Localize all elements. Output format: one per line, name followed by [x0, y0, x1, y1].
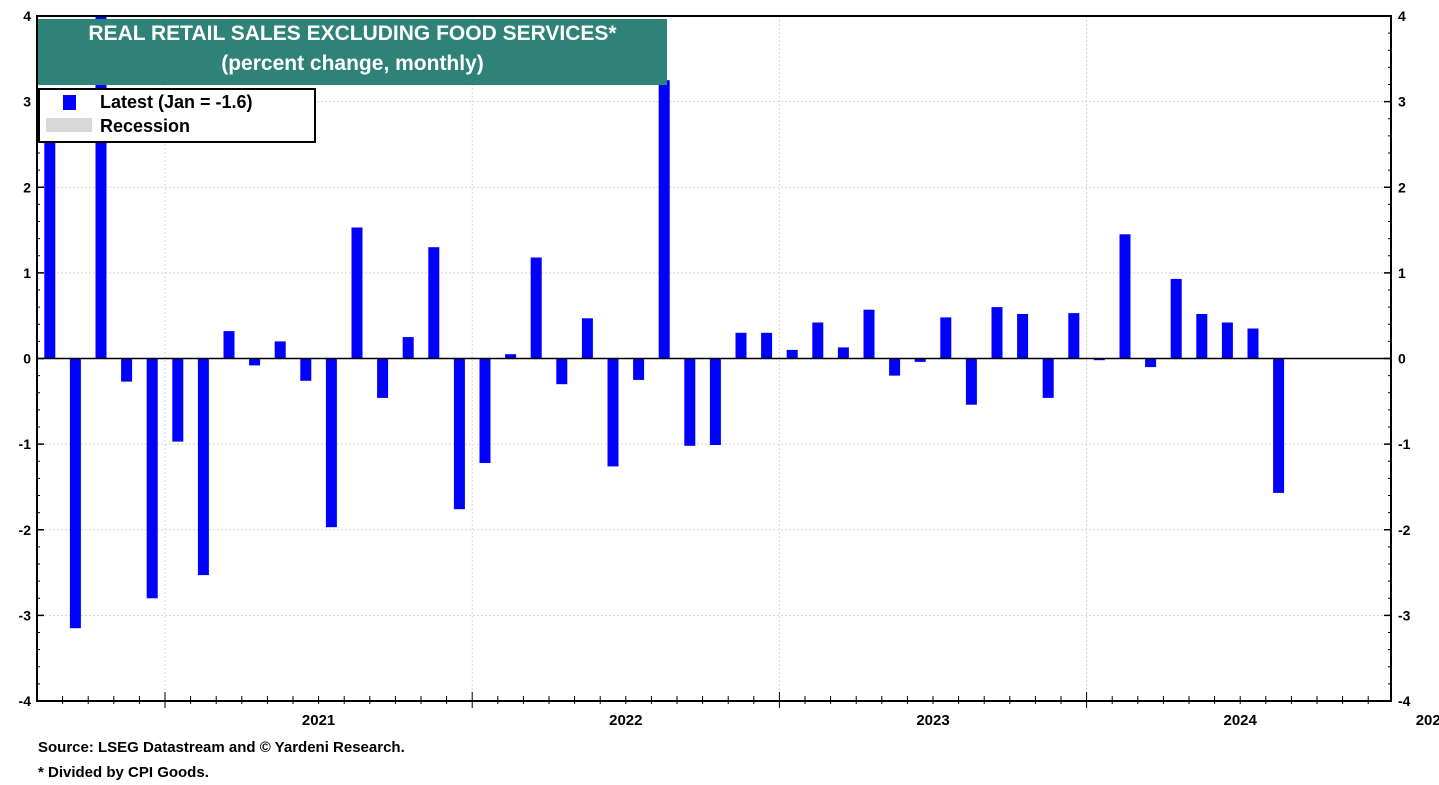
bar: [1093, 358, 1105, 361]
bar: [914, 358, 926, 362]
bar: [300, 358, 312, 381]
bar: [684, 358, 696, 446]
bar: [1145, 358, 1157, 368]
bar: [607, 358, 619, 467]
bar: [1042, 358, 1054, 398]
y-tick-label-right: 3: [1398, 94, 1406, 110]
x-tick-label: 2022: [609, 712, 642, 729]
legend-series-label: Latest (Jan = -1.6): [100, 92, 253, 112]
y-tick-label-right: -2: [1398, 522, 1411, 538]
x-tick-label: 2024: [1224, 712, 1258, 729]
bar: [249, 358, 261, 366]
legend-recession-label: Recession: [100, 116, 191, 136]
bar: [1170, 278, 1182, 359]
bar: [223, 331, 235, 359]
axes: 2021 2022 2023 2024 2025 -4 -4 -3 -3 -2 -2 -1 -1 0 0 1 1…: [19, 8, 1439, 729]
bar: [761, 332, 773, 359]
y-tick-label-left: 1: [23, 265, 31, 281]
bar: [1119, 234, 1131, 359]
legend-series-swatch: [63, 95, 76, 110]
bar: [1221, 322, 1233, 359]
chart-subtitle: (percent change, monthly): [221, 52, 484, 75]
bar: [146, 358, 158, 599]
bar: [863, 309, 875, 359]
source-note: Source: LSEG Datastream and © Yardeni Re…: [38, 739, 405, 756]
bar: [1273, 358, 1285, 493]
bar: [965, 358, 977, 405]
y-tick-label-right: -4: [1398, 693, 1411, 709]
bar: [402, 337, 414, 359]
bar: [658, 80, 670, 359]
chart-title-box: REAL RETAIL SALES EXCLUDING FOOD SERVICE…: [38, 19, 667, 85]
y-tick-label-left: -3: [19, 607, 32, 623]
bar: [786, 349, 798, 359]
bar: [556, 358, 568, 385]
y-tick-label-right: 2: [1398, 179, 1406, 195]
bar: [197, 358, 209, 576]
chart-title: REAL RETAIL SALES EXCLUDING FOOD SERVICE…: [88, 22, 617, 45]
bar: [940, 317, 952, 359]
y-tick-label-right: 4: [1398, 8, 1406, 24]
bar: [709, 358, 721, 445]
bar: [505, 354, 517, 359]
y-tick-label-right: -3: [1398, 607, 1411, 623]
bar: [69, 358, 81, 629]
bar: [812, 322, 824, 359]
bar: [1017, 314, 1029, 359]
bar: [479, 358, 491, 463]
bar: [95, 16, 107, 359]
bar: [1068, 313, 1080, 359]
bar: [889, 358, 901, 376]
bar: [1196, 314, 1208, 359]
bar: [530, 257, 542, 359]
bar: [44, 101, 56, 359]
y-tick-label-right: 0: [1398, 351, 1406, 367]
y-tick-label-left: 3: [23, 94, 31, 110]
bar: [121, 358, 133, 382]
bar: [351, 227, 363, 359]
y-tick-label-left: -2: [19, 522, 32, 538]
y-tick-label-left: -1: [19, 436, 32, 452]
x-tick-label: 2023: [916, 712, 949, 729]
bar: [735, 332, 747, 359]
y-tick-label-left: 0: [23, 351, 31, 367]
bar: [991, 307, 1003, 359]
bar: [172, 358, 184, 442]
x-tick-label: 2021: [302, 712, 335, 729]
legend: Latest (Jan = -1.6) Recession: [38, 88, 316, 143]
legend-recession-swatch: [46, 118, 92, 132]
bar: [633, 358, 645, 380]
x-tick-label: 2025: [1416, 712, 1439, 729]
bar: [377, 358, 389, 398]
bar: [453, 358, 465, 510]
bar: [1247, 328, 1259, 359]
bar: [837, 347, 849, 359]
y-tick-label-right: 1: [1398, 265, 1406, 281]
footnote: * Divided by CPI Goods.: [38, 764, 209, 781]
y-tick-label-left: 4: [23, 8, 31, 24]
bar: [581, 318, 593, 359]
bar: [428, 247, 440, 359]
y-tick-label-left: -4: [19, 693, 32, 709]
y-tick-label-right: -1: [1398, 436, 1411, 452]
bar: [274, 341, 286, 359]
bar: [325, 358, 337, 528]
bars: [44, 16, 1285, 629]
y-tick-label-left: 2: [23, 179, 31, 195]
